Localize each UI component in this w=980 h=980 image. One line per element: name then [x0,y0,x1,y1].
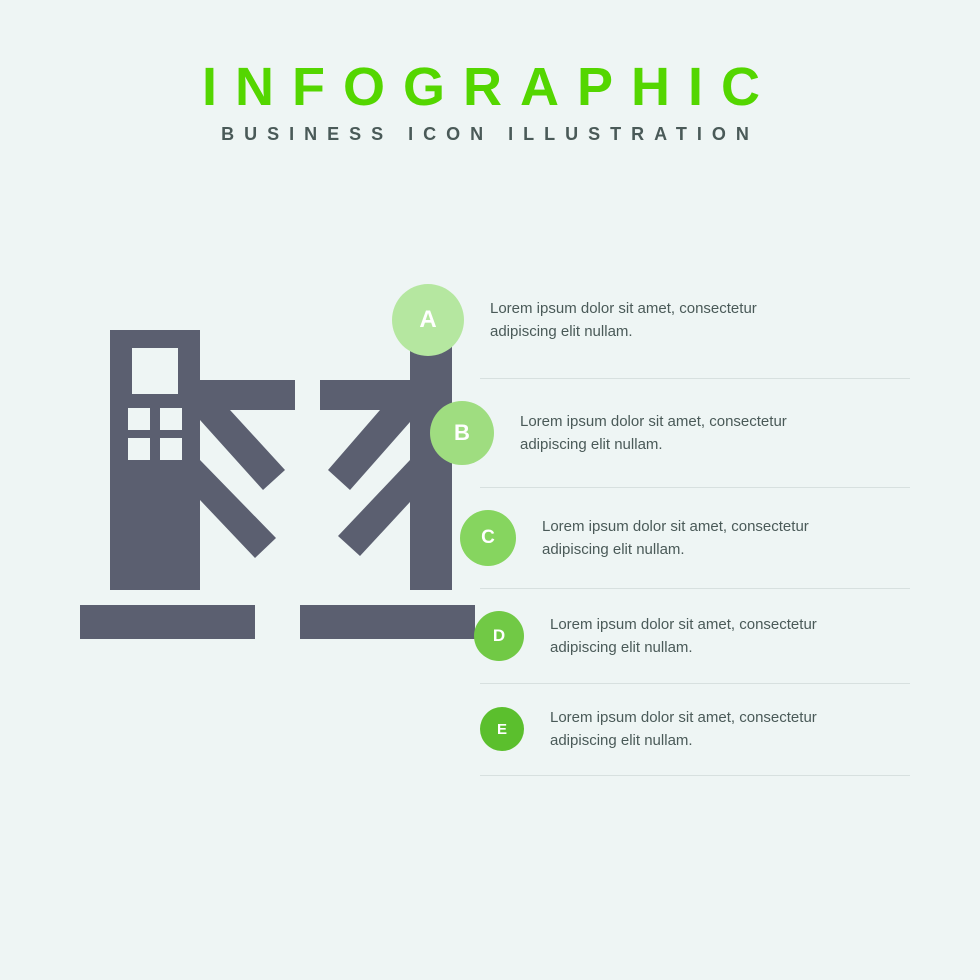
step-row: E Lorem ipsum dolor sit amet, consectetur… [480,684,910,776]
step-badge: A [392,284,464,356]
step-text: Lorem ipsum dolor sit amet, consectetur … [550,706,870,753]
step-badge: D [474,611,524,661]
page-subtitle: BUSINESS ICON ILLUSTRATION [0,124,980,145]
turnstile-gate-icon [80,320,490,680]
step-text: Lorem ipsum dolor sit amet, consectetur … [542,515,862,562]
step-row: ALorem ipsum dolor sit amet, consectetur… [480,262,910,379]
step-text: Lorem ipsum dolor sit amet, consectetur … [490,297,810,344]
page-title: INFOGRAPHIC [0,56,980,118]
header: INFOGRAPHIC BUSINESS ICON ILLUSTRATION [0,0,980,145]
step-text: Lorem ipsum dolor sit amet, consectetur … [520,410,840,457]
step-list: ALorem ipsum dolor sit amet, consectetur… [480,262,910,776]
step-row: BLorem ipsum dolor sit amet, consectetur… [480,379,910,488]
step-badge: B [430,401,494,465]
step-text: Lorem ipsum dolor sit amet, consectetur … [550,613,870,660]
step-row: DLorem ipsum dolor sit amet, consectetur… [480,589,910,684]
step-row: CLorem ipsum dolor sit amet, consectetur… [480,488,910,589]
step-badge: E [480,707,524,751]
step-badge: C [460,510,516,566]
